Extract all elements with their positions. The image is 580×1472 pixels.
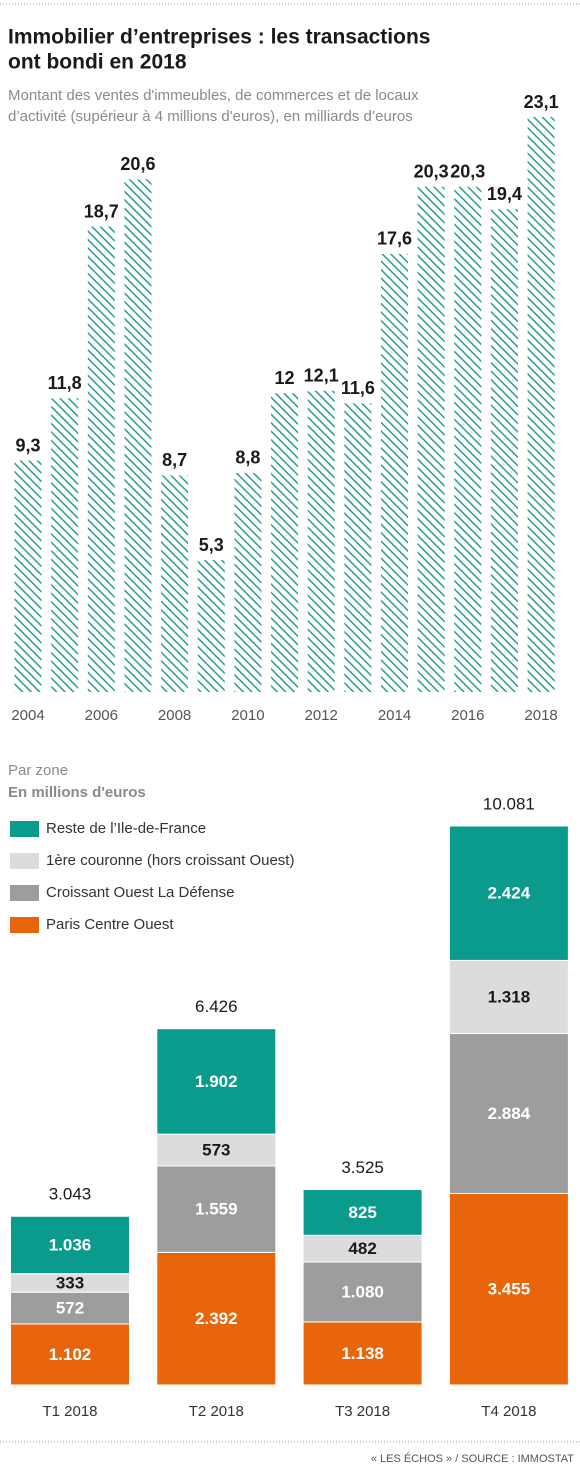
value-label: 1.080: [341, 1282, 384, 1301]
value-label: 572: [56, 1299, 84, 1318]
legend-swatch: [10, 821, 39, 837]
value-label: 573: [202, 1141, 230, 1160]
bar: [307, 390, 335, 692]
chart-subtitle: Par zone: [8, 762, 68, 779]
bar: [381, 253, 408, 692]
chart-subtitle: En millions d'euros: [8, 784, 146, 801]
source: « LES ÉCHOS » / SOURCE : IMMOSTAT: [371, 1452, 574, 1465]
value-label: 20,3: [450, 161, 485, 181]
legend-label: Croissant Ouest La Défense: [46, 884, 234, 901]
bar: [454, 186, 482, 693]
legend-swatch: [10, 853, 39, 869]
bar-segment: [302, 1189, 423, 1236]
x-tick-label: 2004: [11, 707, 44, 724]
legend-label: 1ère couronne (hors croissant Ouest): [46, 852, 294, 869]
value-label: 11,8: [48, 373, 82, 393]
x-tick-label: 2006: [85, 707, 118, 724]
x-tick-label: 2016: [451, 707, 484, 724]
legend-label: Paris Centre Ouest: [46, 916, 174, 933]
legend-label: Reste de l’Ile-de-France: [46, 820, 206, 837]
value-label: 18,7: [84, 201, 119, 221]
bar: [124, 179, 152, 692]
value-label: 5,3: [199, 535, 224, 555]
bar: [51, 398, 79, 692]
bar: [527, 117, 555, 692]
x-tick-label: T3 2018: [335, 1403, 390, 1420]
value-label: 20,3: [414, 161, 449, 181]
value-label: 2.884: [488, 1104, 531, 1123]
bar-segment: [448, 825, 569, 961]
value-label: 8,8: [235, 448, 260, 468]
value-label: 12,1: [304, 366, 339, 386]
bar: [234, 472, 262, 692]
value-label: 1.318: [488, 987, 531, 1006]
bar-segment: [156, 1028, 277, 1135]
value-label: 11,6: [341, 378, 375, 398]
value-label: 20,6: [120, 154, 155, 174]
chart-subtitle: Montant des ventes d'immeubles, de comme…: [8, 87, 419, 104]
bar-segment: [156, 1133, 277, 1167]
value-label: 17,6: [377, 229, 412, 249]
bar-segment: [302, 1321, 423, 1386]
bar-segment: [10, 1215, 130, 1275]
value-label: 2.424: [488, 884, 531, 903]
x-tick-label: T1 2018: [42, 1403, 97, 1420]
bar: [161, 475, 189, 692]
total-label: 6.426: [195, 997, 238, 1016]
value-label: 2.392: [195, 1309, 238, 1328]
value-label: 1.102: [49, 1345, 92, 1364]
bar: [271, 393, 299, 692]
bar-segment: [156, 1165, 277, 1253]
bar-segment: [10, 1291, 130, 1325]
value-label: 1.559: [195, 1200, 238, 1219]
value-label: 1.138: [341, 1344, 384, 1363]
x-tick-label: 2008: [158, 707, 191, 724]
bar: [87, 226, 115, 692]
bar: [197, 560, 225, 692]
x-tick-label: 2018: [524, 707, 557, 724]
bar-segment: [156, 1251, 277, 1386]
value-label: 19,4: [487, 184, 522, 204]
value-label: 9,3: [15, 435, 40, 455]
bar-segment: [302, 1234, 423, 1263]
value-label: 23,1: [524, 92, 559, 112]
value-label: 825: [348, 1203, 376, 1222]
value-label: 333: [56, 1273, 84, 1292]
chart-title: ont bondi en 2018: [8, 51, 187, 74]
x-tick-label: T2 2018: [189, 1403, 244, 1420]
total-label: 10.081: [483, 794, 535, 813]
bar: [417, 186, 445, 693]
x-tick-label: 2012: [305, 707, 338, 724]
bar-segment: [302, 1261, 423, 1323]
total-label: 3.043: [49, 1185, 92, 1204]
value-label: 8,7: [162, 450, 187, 470]
x-tick-label: T4 2018: [481, 1403, 536, 1420]
total-label: 3.525: [341, 1158, 384, 1177]
value-label: 482: [348, 1239, 376, 1258]
bar: [14, 460, 42, 692]
chart-title: Immobilier d’entreprises : les transacti…: [8, 26, 430, 49]
x-tick-label: 2010: [231, 707, 264, 724]
legend-swatch: [10, 917, 39, 933]
bar-segment: [448, 959, 569, 1034]
legend-swatch: [10, 885, 39, 901]
chart-subtitle: d’activité (supérieur à 4 millions d'eur…: [8, 108, 413, 125]
bar: [344, 403, 372, 692]
value-label: 1.902: [195, 1072, 238, 1091]
value-label: 3.455: [488, 1280, 531, 1299]
value-label: 1.036: [49, 1235, 92, 1254]
value-label: 12: [275, 368, 295, 388]
bar: [490, 209, 518, 693]
bar-segment: [448, 1192, 569, 1386]
x-tick-label: 2014: [378, 707, 411, 724]
